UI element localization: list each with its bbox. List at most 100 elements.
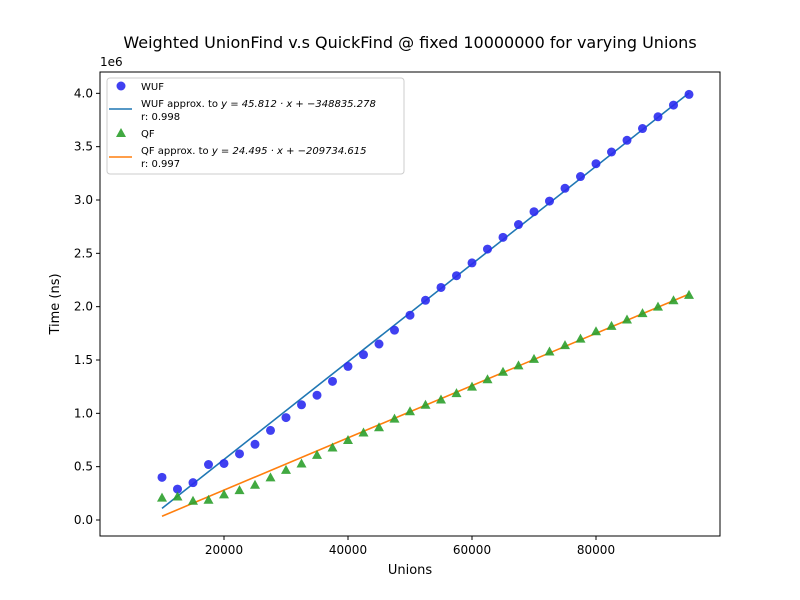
qf-point bbox=[296, 458, 307, 468]
wuf-point bbox=[638, 124, 647, 134]
y-tick-label: 1.5 bbox=[74, 353, 93, 367]
qf-point bbox=[327, 442, 338, 452]
legend-wuf-fit-prefix: WUF approx. to bbox=[141, 99, 221, 110]
legend-qf-fit-label: QF approx. to y = 24.495 · x + −209734.6… bbox=[141, 146, 366, 157]
qf-point bbox=[684, 289, 694, 299]
qf-point bbox=[544, 346, 555, 356]
wuf-point bbox=[235, 449, 244, 459]
qf-point bbox=[157, 492, 167, 502]
chart-title: Weighted UnionFind v.s QuickFind @ fixed… bbox=[123, 33, 696, 52]
qf-point bbox=[405, 406, 415, 416]
qf-point bbox=[467, 381, 477, 391]
qf-point bbox=[498, 366, 508, 376]
y-tick-label: 2.5 bbox=[74, 246, 93, 260]
x-tick-label: 40000 bbox=[329, 543, 367, 557]
qf-point bbox=[668, 295, 679, 305]
x-tick-label: 80000 bbox=[577, 543, 615, 557]
wuf-point bbox=[591, 159, 601, 169]
qf-point bbox=[575, 333, 586, 343]
y-tick-label: 3.0 bbox=[74, 193, 93, 207]
qf-point bbox=[622, 314, 632, 324]
wuf-point bbox=[281, 413, 291, 423]
legend-qf-fit-equation: y = 24.495 · x + −209734.615 bbox=[211, 146, 367, 157]
qf-point bbox=[188, 495, 198, 505]
wuf-point bbox=[529, 207, 539, 217]
wuf-point bbox=[343, 361, 353, 371]
qf-point bbox=[653, 301, 663, 311]
qf-point bbox=[606, 320, 617, 330]
qf-point bbox=[637, 308, 648, 318]
qf-point bbox=[172, 491, 183, 501]
legend-wuf-fit-label: WUF approx. to y = 45.812 · x + −348835.… bbox=[141, 99, 376, 110]
wuf-point bbox=[173, 484, 182, 494]
x-axis: 20000 40000 60000 80000 bbox=[205, 536, 615, 557]
legend-qf-fit-prefix: QF approx. to bbox=[141, 146, 212, 157]
qf-point bbox=[312, 449, 322, 459]
qf-point bbox=[281, 464, 291, 474]
wuf-point bbox=[374, 339, 384, 349]
x-tick-label: 20000 bbox=[205, 543, 243, 557]
x-tick-label: 60000 bbox=[453, 543, 491, 557]
y-tick-label: 4.0 bbox=[74, 86, 93, 100]
y-tick-label: 0.0 bbox=[74, 513, 93, 527]
qf-point bbox=[219, 489, 229, 499]
wuf-point bbox=[157, 472, 167, 482]
wuf-point bbox=[545, 196, 554, 206]
qf-point bbox=[203, 494, 214, 504]
qf-point bbox=[591, 326, 601, 336]
wuf-point bbox=[250, 439, 260, 449]
qf-point bbox=[451, 388, 462, 398]
y-axis: 0.0 0.5 1.0 1.5 2.0 2.5 3.0 3.5 4.0 bbox=[74, 86, 100, 527]
wuf-point bbox=[607, 147, 616, 157]
legend-wuf-fit-equation: y = 45.812 · x + −348835.278 bbox=[220, 99, 376, 110]
data-markers bbox=[157, 89, 694, 505]
y-tick-label: 0.5 bbox=[74, 460, 93, 474]
wuf-point bbox=[390, 325, 399, 335]
y-tick-label: 1.0 bbox=[74, 406, 93, 420]
y-offset-label: 1e6 bbox=[100, 55, 123, 69]
wuf-point bbox=[653, 112, 663, 122]
wuf-point bbox=[297, 400, 306, 410]
qf-point bbox=[250, 479, 260, 489]
wuf-point bbox=[405, 310, 415, 320]
wuf-point bbox=[436, 282, 446, 292]
wuf-point bbox=[328, 376, 337, 386]
qf-point bbox=[389, 413, 400, 423]
x-axis-label: Unions bbox=[388, 563, 433, 578]
y-axis-label: Time (ns) bbox=[48, 273, 63, 335]
qf-point bbox=[420, 399, 431, 409]
qf-point bbox=[560, 340, 570, 350]
y-tick-label: 3.5 bbox=[74, 140, 93, 154]
wuf-point bbox=[560, 183, 570, 193]
legend-wuf-marker bbox=[116, 81, 126, 91]
wuf-point bbox=[684, 89, 694, 99]
qf-point bbox=[482, 374, 493, 384]
wuf-point bbox=[514, 220, 523, 230]
y-tick-label: 2.0 bbox=[74, 300, 93, 314]
legend-wuf-fit-r: r: 0.998 bbox=[141, 112, 180, 123]
wuf-point bbox=[452, 271, 461, 281]
wuf-point bbox=[204, 460, 213, 470]
wuf-point bbox=[622, 135, 632, 145]
legend-qf-marker bbox=[116, 128, 126, 137]
wuf-point bbox=[266, 425, 275, 435]
qf-point bbox=[374, 422, 384, 432]
plot-frame bbox=[99, 71, 721, 537]
legend: WUF WUF approx. to y = 45.812 · x + −348… bbox=[106, 77, 405, 175]
qf-point bbox=[436, 394, 446, 404]
qf-point bbox=[513, 360, 524, 370]
wuf-point bbox=[669, 100, 678, 110]
wuf-point bbox=[312, 390, 322, 400]
wuf-point bbox=[421, 295, 430, 305]
wuf-point bbox=[467, 258, 477, 268]
wuf-point bbox=[483, 244, 492, 254]
qf-point bbox=[343, 435, 353, 444]
legend-box bbox=[106, 77, 405, 175]
legend-qf-fit-r: r: 0.997 bbox=[141, 159, 180, 170]
legend-qf-label: QF bbox=[141, 129, 155, 140]
legend-wuf-label: WUF bbox=[141, 82, 164, 93]
wuf-point bbox=[359, 350, 368, 360]
qf-point bbox=[265, 472, 276, 482]
qf-point bbox=[234, 485, 245, 495]
